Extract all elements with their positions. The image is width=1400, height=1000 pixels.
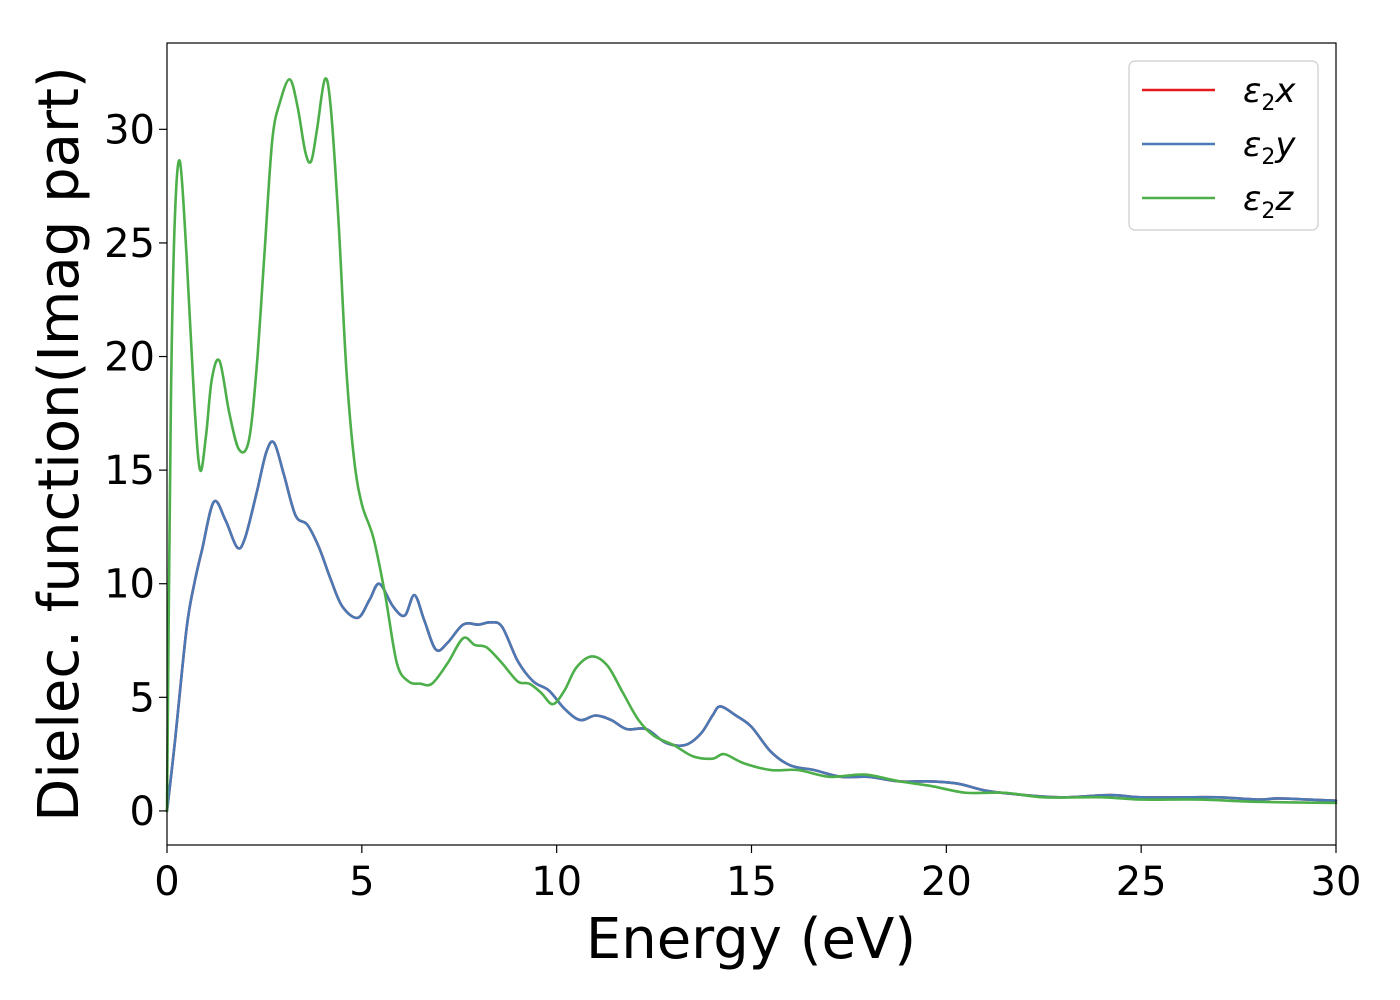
series-line-y [165,440,1338,813]
x-axis-title: Energy (eV) [586,907,916,972]
x-tick-label: 20 [921,859,972,905]
x-tick-label: 15 [726,859,777,905]
legend-label-z: ε2z [1243,179,1294,224]
x-tick-label: 30 [1311,859,1362,905]
legend-box [1128,60,1319,231]
y-tick-label: 25 [104,221,155,267]
x-tick-label: 5 [349,859,374,905]
legend: ε2x ε2y ε2z [1128,60,1319,231]
y-tick-label: 0 [130,789,155,835]
x-tick-label: 0 [154,859,179,905]
series-layer [165,77,1338,813]
x-axis-ticks: 0 5 10 15 20 25 30 [154,845,1361,905]
series-line-z [165,77,1338,813]
y-tick-label: 30 [104,107,155,153]
y-tick-label: 15 [104,448,155,494]
y-axis-title: Dielec. function(Imag part) [27,66,92,822]
legend-label-y: ε2y [1243,125,1296,170]
y-tick-label: 20 [104,335,155,381]
y-tick-label: 5 [130,675,155,721]
y-axis-ticks: 0 5 10 15 20 25 30 [104,107,167,835]
y-tick-label: 10 [104,562,155,608]
legend-label-x: ε2x [1243,71,1296,116]
x-tick-label: 10 [531,859,582,905]
x-tick-label: 25 [1116,859,1167,905]
